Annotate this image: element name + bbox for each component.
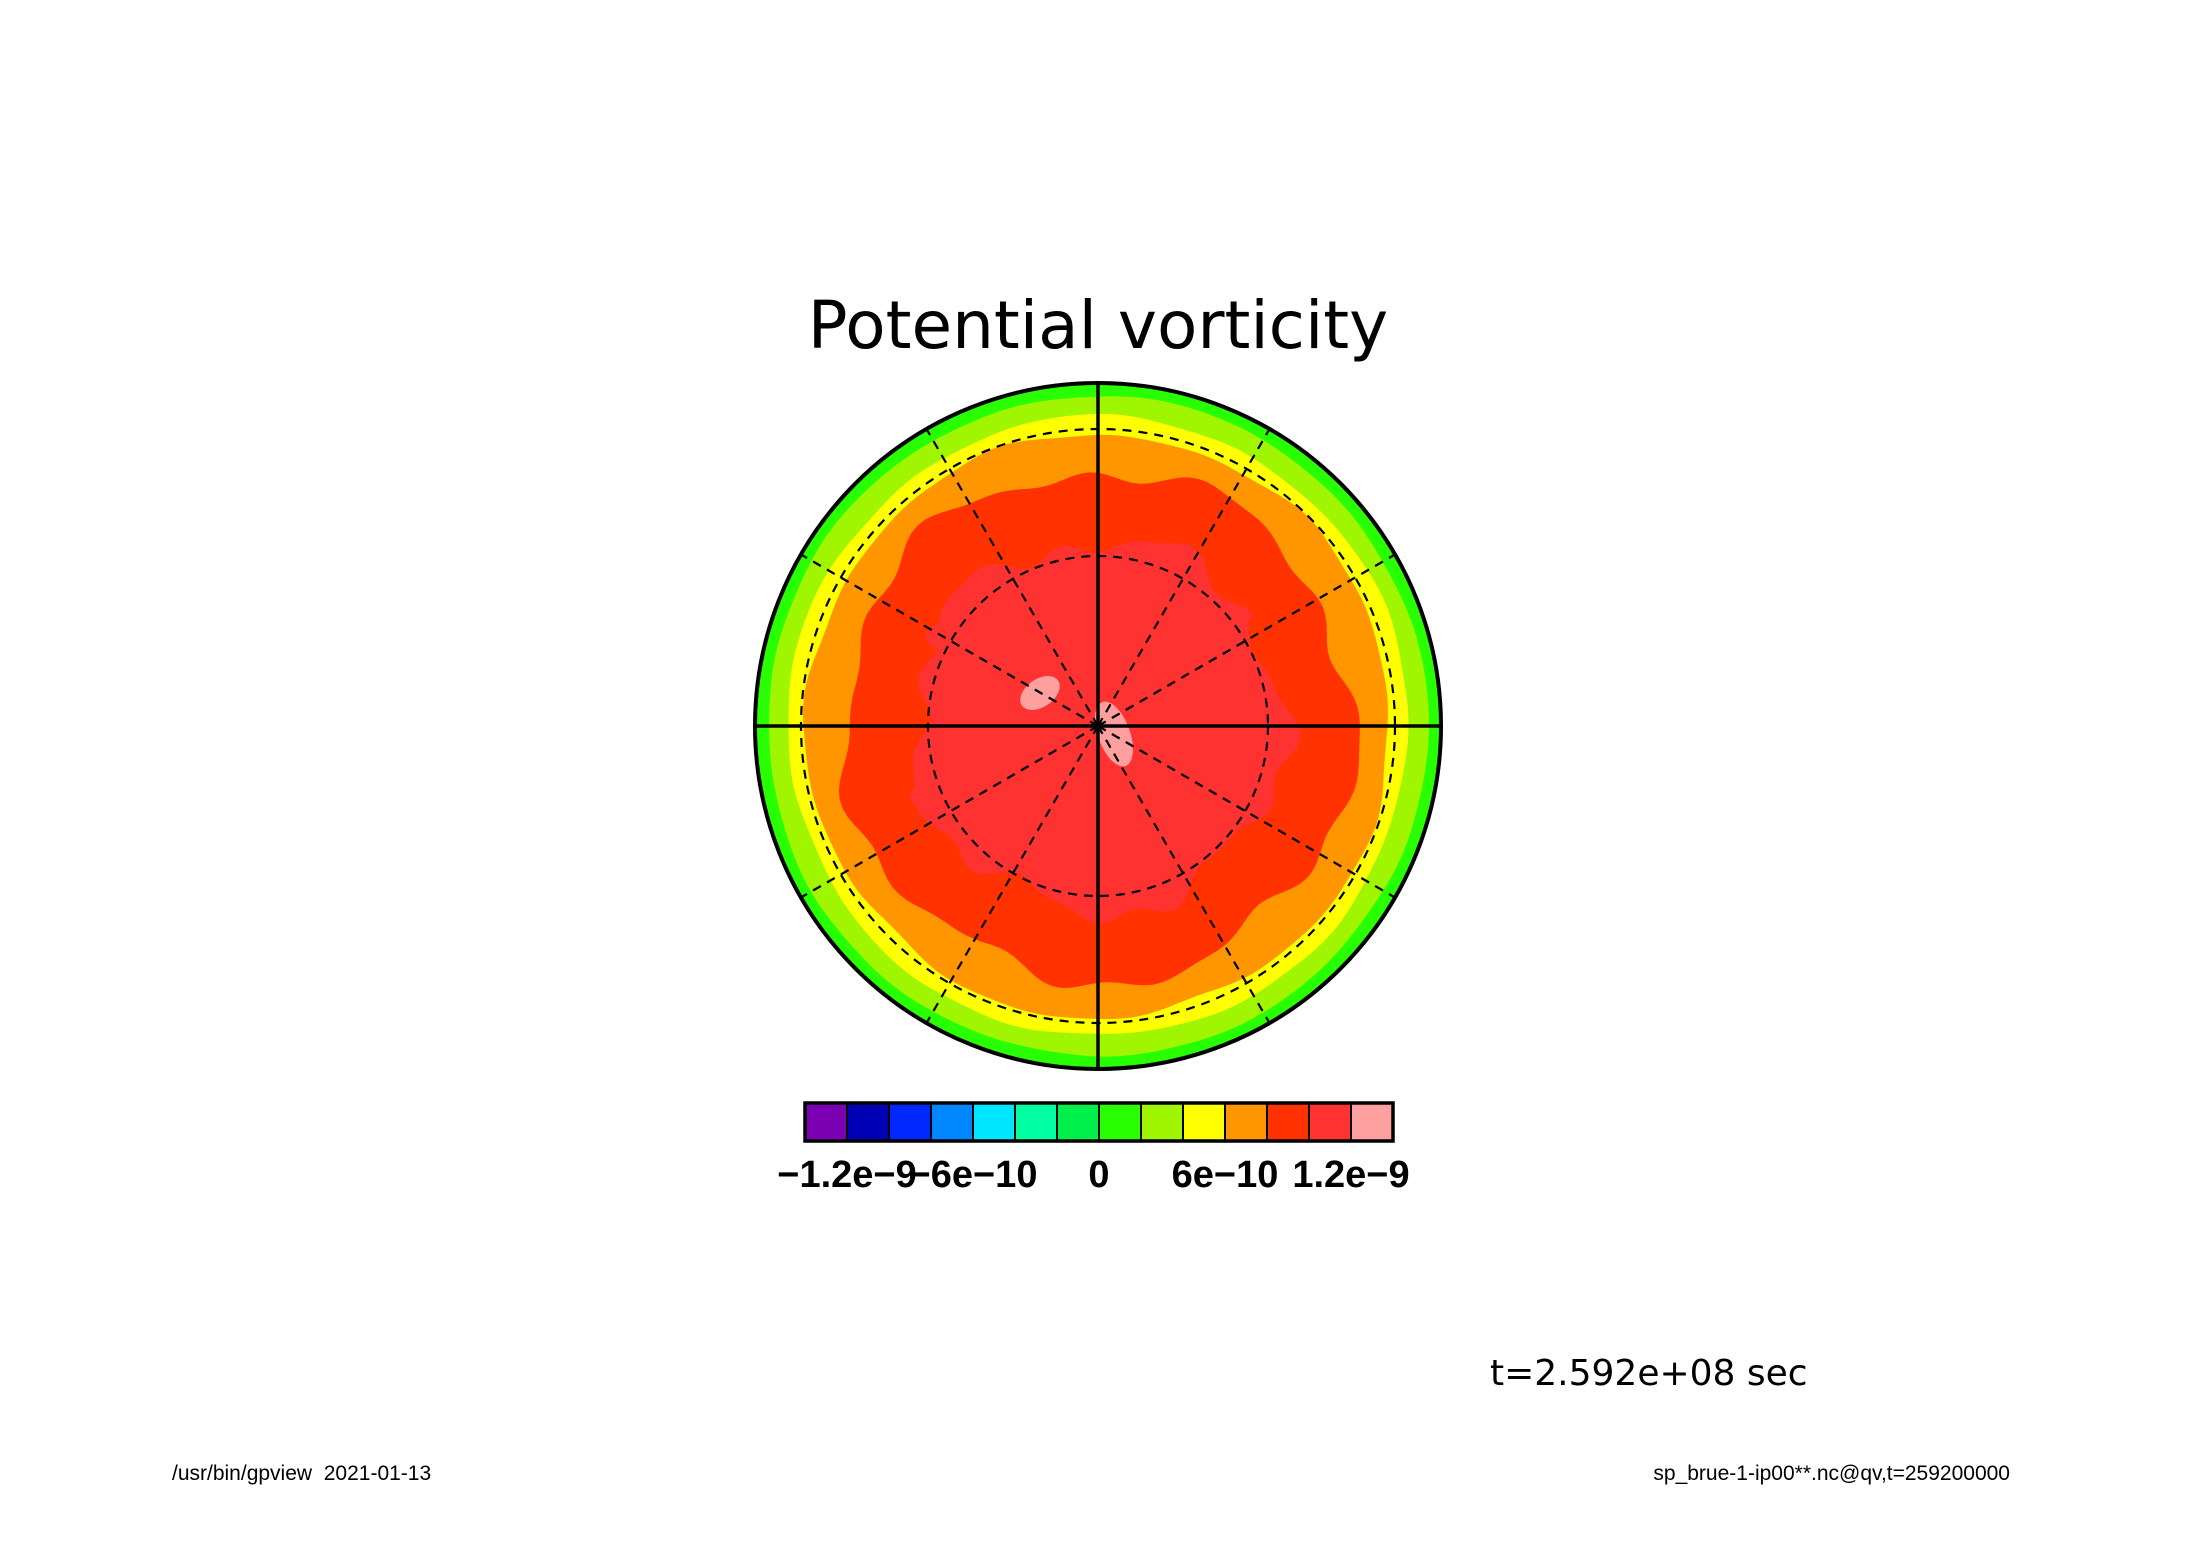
colorbar-swatch	[1098, 1102, 1142, 1142]
colorbar-swatch	[1056, 1102, 1100, 1142]
field-patch-red	[910, 784, 946, 808]
colorbar-frame	[803, 1101, 1395, 1143]
colorbar-tick-label: 1.2e−9	[1292, 1154, 1409, 1196]
graticule	[755, 383, 1441, 1069]
colorbar-swatch	[1224, 1102, 1268, 1142]
colorbar-swatch	[930, 1102, 974, 1142]
colorbar-tick-label: −1.2e−9	[777, 1154, 916, 1196]
colorbar-swatch	[1182, 1102, 1226, 1142]
colorbar-tick-labels: −1.2e−9−6e−10 0 6e−10 1.2e−9	[777, 1154, 1409, 1196]
colorbar-swatch	[1308, 1102, 1352, 1142]
colorbar-tick-label: 0	[1088, 1154, 1109, 1196]
colorbar-tick-label: 6e−10	[1172, 1154, 1279, 1196]
colorbar-swatch	[1350, 1102, 1394, 1142]
colorbar-swatch	[1266, 1102, 1310, 1142]
field-patch-red	[926, 622, 970, 650]
colorbar-swatch	[804, 1102, 848, 1142]
colorbar-swatch	[972, 1102, 1016, 1142]
field-patch-red	[1238, 750, 1278, 782]
footer-left: /usr/bin/gpview 2021-01-13	[172, 1462, 431, 1485]
chart-title: Potential vorticity	[808, 287, 1388, 364]
colorbar-tick-label: −6e−10	[909, 1154, 1038, 1196]
colorbar	[803, 1101, 1395, 1143]
time-label: t=2.592e+08 sec	[1490, 1353, 1808, 1394]
colorbar-swatch	[1140, 1102, 1184, 1142]
footer-right: sp_brue-1-ip00**.nc@qv,t=259200000	[1653, 1462, 2010, 1485]
colorbar-swatch	[1014, 1102, 1058, 1142]
colorbar-swatch	[846, 1102, 890, 1142]
colorbar-swatch	[888, 1102, 932, 1142]
map-boundary	[753, 381, 1443, 1071]
field-patch-red	[1112, 862, 1164, 890]
